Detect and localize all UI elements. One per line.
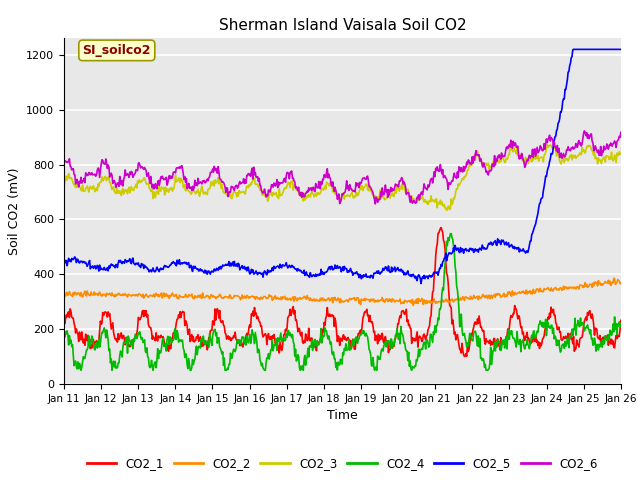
CO2_6 — [411, 200, 419, 205]
CO2_5 — [60, 256, 68, 262]
CO2_1 — [60, 317, 68, 323]
CO2_5 — [70, 255, 78, 261]
CO2_2 — [70, 292, 78, 298]
CO2_2 — [411, 300, 419, 306]
CO2_4 — [128, 337, 136, 343]
CO2_2 — [184, 294, 192, 300]
Line: CO2_2: CO2_2 — [64, 278, 621, 305]
CO2_4 — [77, 367, 85, 373]
X-axis label: Time: Time — [327, 409, 358, 422]
CO2_4 — [185, 356, 193, 361]
CO2_1 — [426, 315, 434, 321]
CO2_6 — [428, 176, 435, 182]
CO2_4 — [617, 323, 625, 329]
CO2_5 — [184, 260, 192, 266]
CO2_3 — [214, 178, 221, 184]
Text: SI_soilco2: SI_soilco2 — [83, 44, 151, 57]
CO2_4 — [214, 336, 222, 341]
CO2_5 — [214, 266, 221, 272]
CO2_2 — [610, 276, 618, 281]
CO2_1 — [461, 353, 468, 359]
CO2_3 — [184, 188, 192, 193]
CO2_4 — [70, 363, 78, 369]
CO2_3 — [443, 207, 451, 213]
Line: CO2_6: CO2_6 — [64, 131, 621, 204]
CO2_5 — [617, 47, 625, 52]
CO2_2 — [410, 302, 417, 308]
CO2_3 — [70, 182, 78, 188]
Line: CO2_1: CO2_1 — [64, 228, 621, 356]
CO2_6 — [371, 201, 379, 207]
CO2_2 — [428, 300, 435, 306]
CO2_4 — [411, 363, 419, 369]
CO2_2 — [60, 293, 68, 299]
CO2_1 — [184, 331, 192, 337]
Legend: CO2_1, CO2_2, CO2_3, CO2_4, CO2_5, CO2_6: CO2_1, CO2_2, CO2_3, CO2_4, CO2_5, CO2_6 — [82, 453, 603, 475]
CO2_2 — [127, 293, 135, 299]
CO2_1 — [437, 225, 445, 230]
CO2_3 — [60, 183, 68, 189]
Line: CO2_4: CO2_4 — [64, 234, 621, 370]
CO2_6 — [580, 128, 588, 134]
CO2_2 — [617, 280, 625, 286]
CO2_3 — [127, 184, 135, 190]
CO2_1 — [70, 321, 78, 326]
CO2_1 — [617, 317, 625, 323]
CO2_3 — [410, 196, 418, 202]
CO2_5 — [410, 273, 418, 279]
CO2_1 — [410, 336, 418, 341]
CO2_1 — [127, 338, 135, 344]
CO2_6 — [214, 170, 221, 176]
CO2_5 — [417, 281, 425, 287]
CO2_6 — [70, 172, 78, 178]
Y-axis label: Soil CO2 (mV): Soil CO2 (mV) — [8, 168, 20, 255]
CO2_3 — [426, 199, 434, 204]
CO2_2 — [214, 294, 221, 300]
CO2_5 — [428, 274, 435, 280]
CO2_5 — [127, 261, 135, 266]
CO2_6 — [127, 168, 135, 174]
CO2_6 — [60, 159, 68, 165]
Title: Sherman Island Vaisala Soil CO2: Sherman Island Vaisala Soil CO2 — [219, 18, 466, 33]
CO2_4 — [60, 329, 68, 335]
CO2_5 — [570, 47, 577, 52]
CO2_3 — [617, 151, 625, 156]
CO2_4 — [447, 231, 455, 237]
Line: CO2_5: CO2_5 — [64, 49, 621, 284]
CO2_1 — [214, 306, 221, 312]
CO2_3 — [543, 142, 551, 147]
Line: CO2_3: CO2_3 — [64, 144, 621, 210]
CO2_6 — [617, 130, 625, 135]
CO2_4 — [428, 332, 435, 337]
CO2_6 — [184, 184, 192, 190]
